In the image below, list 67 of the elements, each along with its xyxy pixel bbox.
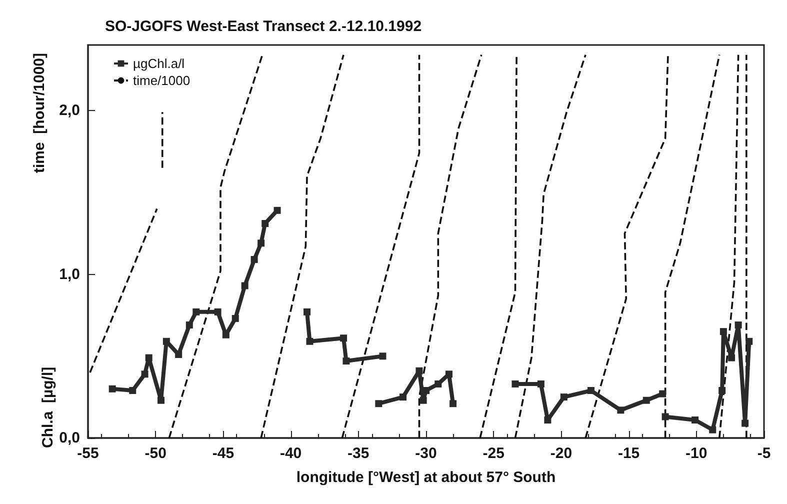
y-tick-label: 2,0 [59, 102, 80, 119]
point [162, 338, 170, 345]
x-tick-label: -25 [482, 445, 504, 462]
point [434, 380, 442, 388]
point [728, 354, 736, 362]
point [158, 396, 165, 404]
point [587, 387, 594, 394]
point [416, 367, 423, 374]
point [141, 370, 148, 378]
point [214, 308, 222, 316]
x-tick-label: -35 [348, 445, 370, 462]
point [420, 396, 427, 404]
point [250, 256, 258, 264]
point [108, 385, 116, 392]
point [379, 352, 386, 360]
x-tick-label: -50 [144, 445, 166, 462]
point [709, 426, 716, 434]
point [718, 387, 726, 394]
point [175, 350, 182, 358]
point [274, 206, 281, 214]
legend-label: µgChl.a/l [133, 56, 185, 71]
y-tick-label: 0,0 [59, 430, 80, 446]
point [422, 387, 430, 394]
chart-title: SO-JGOFS West-East Transect 2.-12.10.1992 [105, 18, 422, 35]
x-tick-label: -10 [686, 445, 708, 462]
point [560, 394, 568, 401]
point [450, 400, 457, 408]
point [145, 354, 152, 362]
x-tick-label: -20 [550, 445, 572, 462]
point [400, 394, 407, 401]
x-axis-title: longitude [°West] at about 57° South [296, 469, 556, 486]
y-tick-label: 1,0 [59, 266, 80, 283]
x-tick-label: -5 [757, 445, 771, 462]
point [340, 334, 348, 342]
point [720, 328, 727, 336]
point [129, 387, 136, 394]
x-tick-label: -15 [618, 445, 640, 462]
point [186, 322, 193, 329]
point [734, 322, 742, 329]
point [659, 390, 666, 398]
x-tick-label: -40 [280, 445, 302, 462]
point [375, 400, 382, 408]
text: time [hour/1000] [31, 52, 48, 174]
point [692, 416, 699, 424]
point [445, 370, 452, 378]
point [742, 420, 749, 427]
point [662, 413, 669, 420]
point [642, 396, 650, 404]
point [222, 331, 230, 338]
point [617, 406, 624, 414]
point [544, 416, 552, 424]
point [537, 380, 544, 388]
point [306, 338, 314, 345]
point [258, 240, 265, 247]
y-axis-title: Chl.a [µg/l] [40, 366, 56, 448]
point [232, 314, 239, 322]
point [342, 358, 350, 365]
legend-label: time/1000 [133, 73, 190, 88]
x-tick-label: -45 [212, 445, 234, 462]
point [241, 282, 248, 290]
point [262, 220, 269, 227]
x-tick-label: -30 [415, 445, 437, 462]
x-tick-label: -55 [77, 445, 99, 462]
point [512, 380, 519, 388]
point [304, 308, 311, 316]
point [746, 338, 753, 345]
point [192, 308, 200, 316]
